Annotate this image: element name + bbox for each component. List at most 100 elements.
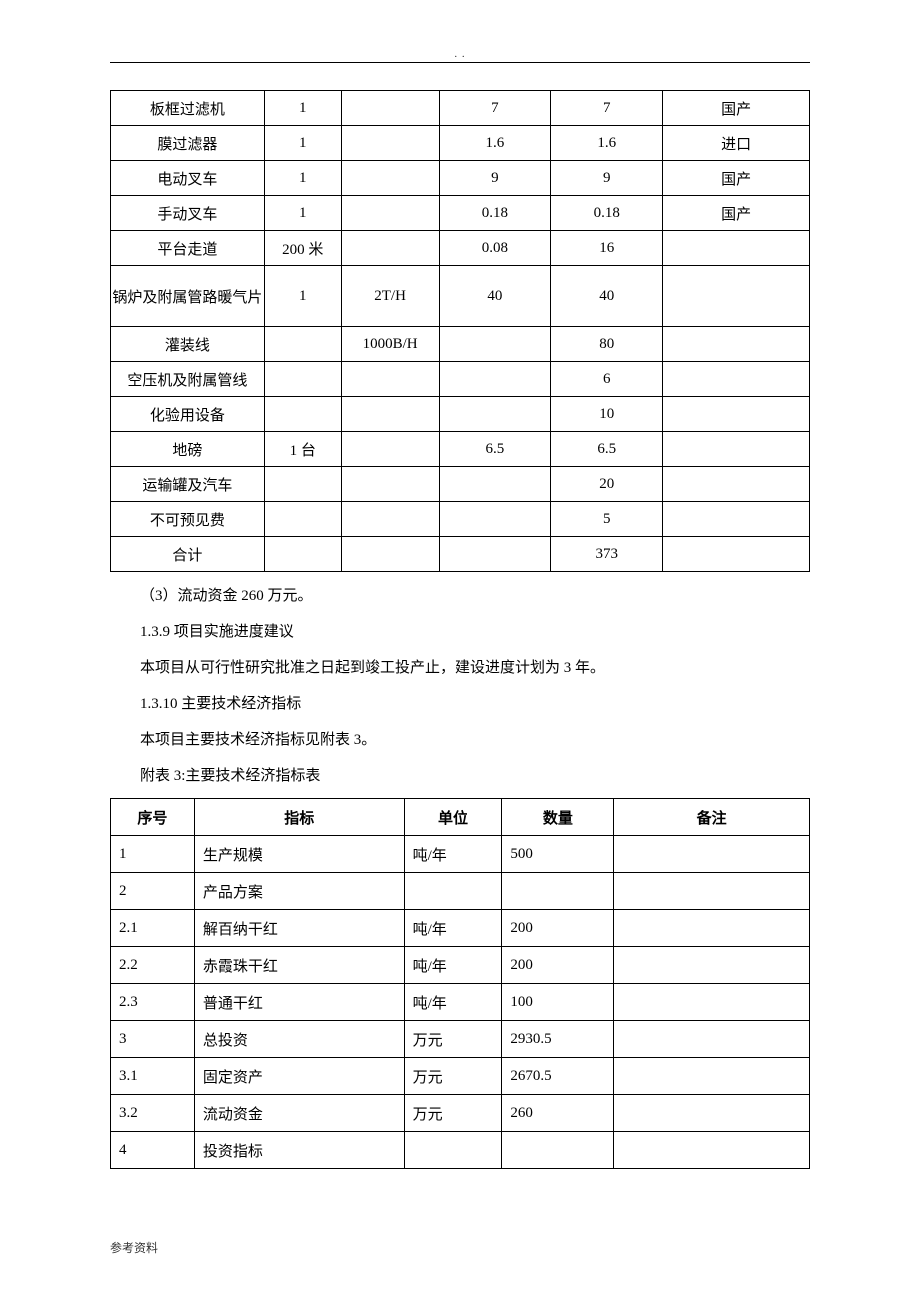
table-cell: 373 xyxy=(551,537,663,572)
table-cell: 2.2 xyxy=(111,947,195,984)
table-cell: 1 xyxy=(264,196,341,231)
paragraph: 附表 3:主要技术经济指标表 xyxy=(110,758,810,794)
table-cell: 6.5 xyxy=(439,432,551,467)
table-cell: 国产 xyxy=(663,91,810,126)
table-cell: 40 xyxy=(551,266,663,327)
table-cell xyxy=(663,231,810,266)
table-cell xyxy=(264,397,341,432)
table-row: 3.1固定资产万元2670.5 xyxy=(111,1058,810,1095)
table-cell xyxy=(341,362,439,397)
indicator-table: 序号指标单位数量备注 1生产规模吨/年5002产品方案2.1解百纳干红吨/年20… xyxy=(110,798,810,1169)
table-cell xyxy=(439,327,551,362)
table-cell: 10 xyxy=(551,397,663,432)
table-cell: 吨/年 xyxy=(404,947,502,984)
table-cell: 吨/年 xyxy=(404,984,502,1021)
table-cell: 进口 xyxy=(663,126,810,161)
table-header-cell: 序号 xyxy=(111,799,195,836)
table-cell: 化验用设备 xyxy=(111,397,265,432)
table-cell xyxy=(663,327,810,362)
table-cell: 200 米 xyxy=(264,231,341,266)
table-cell xyxy=(264,502,341,537)
body-text: （3）流动资金 260 万元。1.3.9 项目实施进度建议本项目从可行性研究批准… xyxy=(110,578,810,794)
table-cell xyxy=(341,467,439,502)
table-cell: 6 xyxy=(551,362,663,397)
table-cell xyxy=(502,1132,614,1169)
table-cell xyxy=(341,397,439,432)
paragraph: 本项目主要技术经济指标见附表 3。 xyxy=(110,722,810,758)
table-row: 2产品方案 xyxy=(111,873,810,910)
table-cell xyxy=(439,467,551,502)
table-row: 4投资指标 xyxy=(111,1132,810,1169)
table-cell: 100 xyxy=(502,984,614,1021)
table-cell: 3.1 xyxy=(111,1058,195,1095)
table-row: 电动叉车199国产 xyxy=(111,161,810,196)
table-row: 锅炉及附属管路暖气片12T/H4040 xyxy=(111,266,810,327)
table-row: 2.3普通干红吨/年100 xyxy=(111,984,810,1021)
table-cell xyxy=(404,873,502,910)
table-cell: 电动叉车 xyxy=(111,161,265,196)
table-cell: 2930.5 xyxy=(502,1021,614,1058)
table-cell xyxy=(614,1095,810,1132)
document-page: . . 板框过滤机177国产膜过滤器11.61.6进口电动叉车199国产手动叉车… xyxy=(0,0,920,1302)
table-cell: 80 xyxy=(551,327,663,362)
table-row: 化验用设备 10 xyxy=(111,397,810,432)
table-header-cell: 单位 xyxy=(404,799,502,836)
table-cell: 4 xyxy=(111,1132,195,1169)
table-cell: 不可预见费 xyxy=(111,502,265,537)
table-cell xyxy=(614,1021,810,1058)
table-cell: 3.2 xyxy=(111,1095,195,1132)
table-cell xyxy=(341,537,439,572)
table-cell xyxy=(341,432,439,467)
table-cell: 2T/H xyxy=(341,266,439,327)
paragraph: 1.3.9 项目实施进度建议 xyxy=(110,614,810,650)
table-cell: 200 xyxy=(502,947,614,984)
table-cell: 板框过滤机 xyxy=(111,91,265,126)
table-cell xyxy=(341,126,439,161)
table-row: 膜过滤器11.61.6进口 xyxy=(111,126,810,161)
table-cell xyxy=(341,91,439,126)
table-row: 不可预见费 5 xyxy=(111,502,810,537)
table-cell: 2670.5 xyxy=(502,1058,614,1095)
table-cell: 1.6 xyxy=(439,126,551,161)
header-marker: . . xyxy=(0,48,920,60)
table-cell: 7 xyxy=(551,91,663,126)
table-cell: 吨/年 xyxy=(404,910,502,947)
table-cell: 2 xyxy=(111,873,195,910)
table-cell xyxy=(341,161,439,196)
table-cell: 2.3 xyxy=(111,984,195,1021)
paragraph: 1.3.10 主要技术经济指标 xyxy=(110,686,810,722)
table-cell: 流动资金 xyxy=(194,1095,404,1132)
table-cell: 普通干红 xyxy=(194,984,404,1021)
table-cell xyxy=(614,910,810,947)
table-cell: 0.18 xyxy=(551,196,663,231)
table-cell: 1 xyxy=(264,266,341,327)
table-cell: 生产规模 xyxy=(194,836,404,873)
table-cell xyxy=(663,432,810,467)
equipment-table: 板框过滤机177国产膜过滤器11.61.6进口电动叉车199国产手动叉车10.1… xyxy=(110,90,810,572)
table-cell xyxy=(663,502,810,537)
table-cell: 16 xyxy=(551,231,663,266)
table-row: 1生产规模吨/年500 xyxy=(111,836,810,873)
table-row: 平台走道200 米0.0816 xyxy=(111,231,810,266)
table-cell: 5 xyxy=(551,502,663,537)
table-cell xyxy=(663,467,810,502)
table-cell: 锅炉及附属管路暖气片 xyxy=(111,266,265,327)
table-cell xyxy=(614,1058,810,1095)
table-cell xyxy=(264,537,341,572)
table-cell: 平台走道 xyxy=(111,231,265,266)
table-cell xyxy=(663,397,810,432)
table-cell: 40 xyxy=(439,266,551,327)
table-cell: 万元 xyxy=(404,1058,502,1095)
table-cell: 产品方案 xyxy=(194,873,404,910)
table-cell: 万元 xyxy=(404,1095,502,1132)
table-cell xyxy=(439,362,551,397)
table-cell: 地磅 xyxy=(111,432,265,467)
table-cell: 9 xyxy=(551,161,663,196)
table-row: 手动叉车10.180.18国产 xyxy=(111,196,810,231)
table-row: 空压机及附属管线6 xyxy=(111,362,810,397)
table-cell: 0.18 xyxy=(439,196,551,231)
table-cell: 投资指标 xyxy=(194,1132,404,1169)
table-cell: 6.5 xyxy=(551,432,663,467)
table-cell: 固定资产 xyxy=(194,1058,404,1095)
table-cell xyxy=(614,836,810,873)
